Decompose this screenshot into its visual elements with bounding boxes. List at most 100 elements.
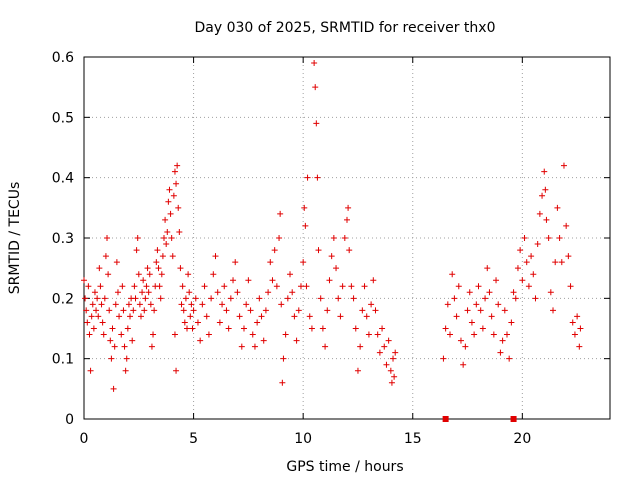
- data-point: [265, 289, 272, 296]
- data-point: [90, 325, 97, 332]
- data-point: [120, 307, 127, 314]
- data-point: [519, 277, 526, 284]
- data-point: [89, 301, 96, 308]
- data-point: [312, 84, 319, 91]
- data-point: [484, 265, 491, 272]
- data-point: [223, 307, 230, 314]
- data-point: [245, 277, 252, 284]
- data-point: [354, 367, 361, 374]
- data-point: [163, 241, 170, 248]
- data-point: [479, 325, 486, 332]
- data-point: [171, 168, 178, 175]
- data-point: [174, 162, 181, 169]
- data-point: [219, 301, 226, 308]
- data-point: [145, 289, 152, 296]
- zero-value-marker: [442, 416, 449, 422]
- data-point: [143, 283, 150, 290]
- data-point: [539, 192, 546, 199]
- data-point: [251, 343, 258, 350]
- data-point: [171, 331, 178, 338]
- data-point: [322, 343, 329, 350]
- data-point: [495, 301, 502, 308]
- data-point: [284, 295, 291, 302]
- data-point: [457, 337, 464, 344]
- data-point: [134, 235, 141, 241]
- data-point: [359, 307, 366, 314]
- data-point: [109, 325, 116, 332]
- data-point: [130, 307, 137, 314]
- data-point: [287, 271, 294, 278]
- data-point: [330, 235, 337, 241]
- data-point: [221, 283, 228, 290]
- x-tick-label: 5: [189, 431, 198, 447]
- data-point: [558, 259, 565, 266]
- data-point: [363, 313, 370, 320]
- data-point: [319, 325, 326, 332]
- data-point: [181, 319, 188, 326]
- data-point: [177, 265, 184, 272]
- data-point: [110, 385, 117, 392]
- zero-value-marker: [510, 416, 517, 422]
- data-point: [182, 295, 189, 302]
- data-point: [471, 331, 478, 338]
- y-axis-title: SRMTID / TECUs: [7, 182, 23, 295]
- data-point: [192, 295, 199, 302]
- data-point: [87, 367, 94, 374]
- data-point: [208, 295, 215, 302]
- data-point: [240, 325, 247, 332]
- data-point: [391, 373, 398, 380]
- data-point: [160, 235, 167, 241]
- data-point: [190, 307, 197, 314]
- data-point: [116, 313, 123, 320]
- data-point: [365, 331, 372, 338]
- data-point: [280, 355, 287, 362]
- data-point: [98, 301, 105, 308]
- data-point: [159, 253, 166, 260]
- data-point: [156, 283, 163, 290]
- data-point: [210, 271, 217, 278]
- data-point: [232, 259, 239, 266]
- data-point: [194, 319, 201, 326]
- data-point: [460, 361, 467, 368]
- data-point: [440, 355, 447, 362]
- data-point: [99, 319, 106, 326]
- data-point: [197, 337, 204, 344]
- data-point: [563, 222, 570, 229]
- zero-value-markers: [442, 416, 517, 422]
- data-point: [528, 253, 535, 260]
- data-point: [140, 277, 147, 284]
- data-point: [345, 204, 352, 211]
- data-point: [164, 228, 171, 235]
- axis-ticks: [83, 56, 610, 420]
- data-point: [136, 301, 143, 308]
- y-tick-label: 0.2: [52, 291, 74, 307]
- data-point: [567, 283, 574, 290]
- data-point: [102, 253, 109, 260]
- data-point: [271, 247, 278, 254]
- data-point: [230, 277, 237, 284]
- data-point: [339, 283, 346, 290]
- data-point: [335, 295, 342, 302]
- data-point: [514, 265, 521, 272]
- data-point: [150, 331, 157, 338]
- data-point: [523, 259, 530, 266]
- data-point: [525, 283, 532, 290]
- x-tick-label: 0: [80, 431, 89, 447]
- data-point: [146, 271, 153, 278]
- data-point: [304, 174, 311, 181]
- data-point: [560, 162, 567, 169]
- data-point: [127, 313, 134, 320]
- data-point: [352, 325, 359, 332]
- x-axis-title: GPS time / hours: [286, 459, 403, 475]
- data-point: [187, 313, 194, 320]
- data-point: [93, 307, 100, 314]
- data-point: [543, 216, 550, 223]
- data-point: [370, 277, 377, 284]
- data-point: [104, 235, 111, 241]
- data-point: [165, 198, 172, 205]
- data-point: [243, 301, 250, 308]
- data-point: [199, 301, 206, 308]
- data-point: [106, 307, 113, 314]
- data-point: [291, 313, 298, 320]
- data-points: [81, 60, 584, 392]
